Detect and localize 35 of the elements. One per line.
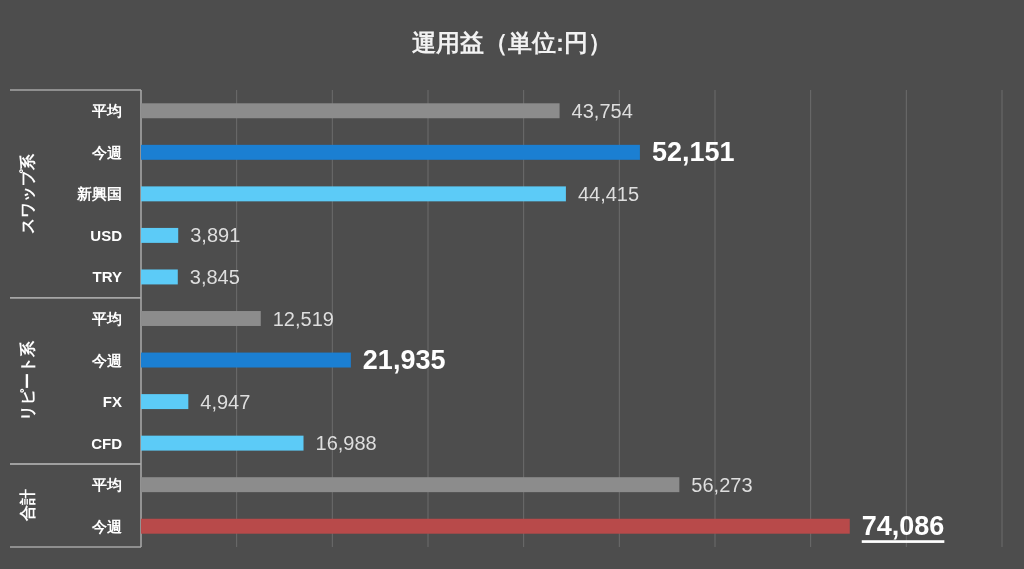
text: スワップ系 bbox=[19, 152, 37, 234]
y-tick-label: 新興国 bbox=[76, 185, 122, 203]
data-label: 43,754 bbox=[571, 99, 633, 122]
data-label: 16,988 bbox=[315, 432, 377, 455]
data-label: 56,273 bbox=[691, 473, 753, 496]
y-tick-label: TRY bbox=[92, 268, 122, 286]
data-label: 74,086 bbox=[861, 511, 945, 542]
text: 合計 bbox=[19, 489, 37, 523]
y-tick-label: 平均 bbox=[91, 476, 122, 494]
y-tick-label: 今週 bbox=[91, 517, 123, 535]
bar bbox=[141, 518, 850, 534]
y-tick-label: 平均 bbox=[91, 310, 122, 327]
data-label: 3,845 bbox=[189, 265, 240, 288]
bar bbox=[141, 477, 680, 493]
bar bbox=[141, 352, 351, 368]
y-tick-label: CFD bbox=[91, 434, 123, 452]
chart-title: 運用益（単位:円） bbox=[412, 28, 612, 56]
y-tick-label: 今週 bbox=[91, 143, 123, 161]
y-tick-label: 今週 bbox=[91, 351, 123, 369]
y-tick-label: FX bbox=[102, 393, 122, 411]
y-tick-label: USD bbox=[90, 226, 123, 244]
bar bbox=[141, 394, 189, 410]
bar bbox=[141, 435, 304, 451]
data-label: 4,947 bbox=[200, 390, 251, 413]
y-tick-label: 平均 bbox=[91, 102, 122, 120]
bar bbox=[141, 186, 566, 202]
bar bbox=[141, 227, 179, 243]
data-label: 44,415 bbox=[577, 182, 640, 205]
data-label: 21,935 bbox=[362, 345, 446, 376]
data-label: 3,891 bbox=[190, 224, 241, 247]
data-label: 12,519 bbox=[272, 307, 334, 330]
text: リピート系 bbox=[19, 339, 37, 421]
bar bbox=[141, 269, 178, 285]
data-label: 52,151 bbox=[651, 137, 735, 168]
bar bbox=[141, 144, 640, 160]
